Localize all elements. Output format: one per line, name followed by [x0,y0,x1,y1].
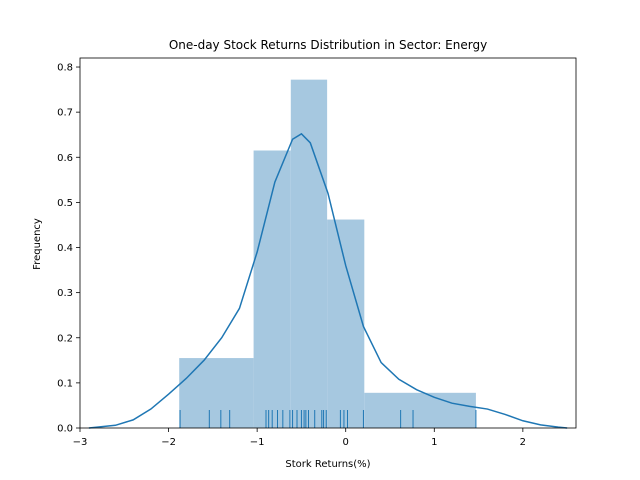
y-tick-label-3: 0.3 [57,288,73,299]
y-tick-label-7: 0.7 [57,108,73,119]
x-tick-label-0: −3 [73,437,88,448]
rug-marks [179,410,477,428]
x-axis-ticks: −3 −2 −1 0 1 2 [73,428,526,448]
y-tick-label-8: 0.8 [57,63,73,74]
x-tick-label-4: 1 [431,437,437,448]
histogram-bar-4 [364,392,476,428]
x-tick-label-5: 2 [520,437,526,448]
y-tick-label-1: 0.1 [57,378,73,389]
histogram-bar-0 [179,358,254,428]
y-tick-label-5: 0.5 [57,198,73,209]
chart-title: One-day Stock Returns Distribution in Se… [169,38,487,52]
histogram-bar-2 [290,79,328,428]
y-tick-label-0: 0.0 [57,424,73,435]
histogram-bar-3 [327,219,365,428]
y-axis-ticks: 0.0 0.1 0.2 0.3 0.4 0.5 0.6 0.7 0.8 [57,63,80,435]
plot-frame [79,57,577,429]
x-tick-label-1: −2 [161,437,176,448]
y-tick-label-2: 0.2 [57,333,73,344]
kde-curve [88,132,568,429]
y-tick-label-6: 0.6 [57,153,73,164]
x-axis-label: Stork Returns(%) [285,459,370,470]
y-tick-label-4: 0.4 [57,243,73,254]
y-axis-label: Frequency [32,218,43,270]
histogram-bar-1 [253,150,291,428]
x-tick-label-3: 0 [343,437,349,448]
histogram-bars [179,79,476,428]
x-tick-label-2: −1 [250,437,265,448]
